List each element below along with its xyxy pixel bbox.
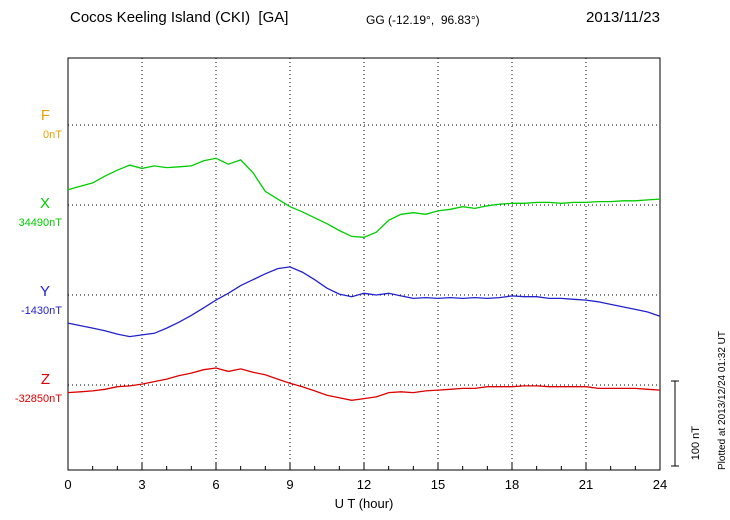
component-X-labels: X 34490nT — [0, 195, 62, 231]
x-axis-title: U T (hour) — [334, 496, 394, 511]
plotted-timestamp-note: Plotted at 2013/12/24 01:32 UT — [717, 331, 728, 470]
x-tick-label: 6 — [212, 477, 220, 492]
x-tick-label: 3 — [138, 477, 146, 492]
component-Z-letter: Z — [40, 371, 50, 388]
x-tick-label: 21 — [578, 477, 594, 492]
x-tick-label: 24 — [652, 477, 668, 492]
date-label: 2013/11/23 — [586, 9, 660, 26]
component-X-baseline-value: 34490nT — [18, 217, 62, 229]
trace-Y — [67, 266, 661, 338]
scale-bar — [671, 380, 679, 467]
page-title: Cocos Keeling Island (CKI) [GA] — [70, 9, 289, 26]
component-F-baseline-value: 0nT — [43, 129, 62, 141]
x-tick-label: 0 — [64, 477, 72, 492]
x-tick-label: 9 — [286, 477, 294, 492]
component-F-letter: F — [40, 107, 50, 124]
component-Z-labels: Z -32850nT — [0, 371, 62, 407]
grid-lines — [68, 58, 660, 470]
component-Y-letter: Y — [39, 283, 50, 300]
plot-frame — [67, 57, 661, 471]
trace-Z — [67, 367, 661, 401]
x-tick-label: 18 — [504, 477, 520, 492]
data-traces — [67, 157, 661, 401]
x-tick-label: 12 — [356, 477, 372, 492]
x-tick-label: 15 — [430, 477, 446, 492]
axis-ticks — [67, 463, 661, 470]
component-Y-labels: Y -1430nT — [0, 283, 62, 319]
component-Y-baseline-value: -1430nT — [21, 305, 62, 317]
component-X-letter: X — [39, 195, 50, 212]
trace-X — [67, 157, 661, 238]
geographic-coordinates: GG (-12.19°, 96.83°) — [366, 13, 480, 27]
component-Z-baseline-value: -32850nT — [14, 393, 62, 405]
component-F-labels: F 0nT — [0, 107, 62, 143]
scale-bar-label: 100 nT — [690, 425, 702, 460]
